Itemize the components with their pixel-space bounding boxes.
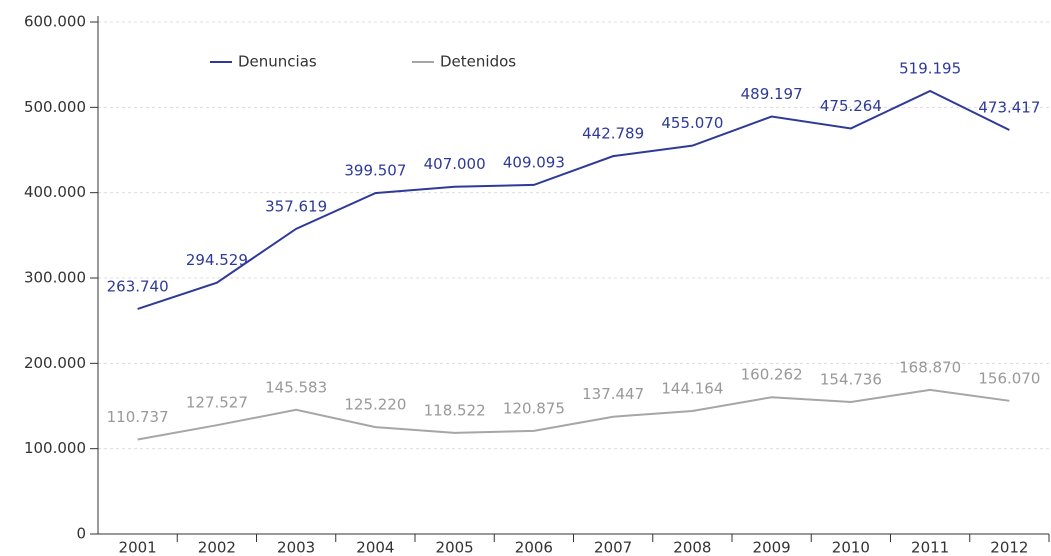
data-label: 160.262 [741,366,803,384]
data-label: 442.789 [582,125,644,143]
data-label: 489.197 [741,85,803,103]
series-line [137,89,1010,310]
y-tick-label: 0 [76,525,86,543]
data-label: 137.447 [582,385,644,403]
data-label: 110.737 [107,408,169,426]
data-label: 357.619 [265,197,327,215]
x-tick-label: 2002 [198,539,236,556]
series-line [137,388,1010,441]
data-label: 168.870 [899,358,961,376]
data-label: 145.583 [265,378,327,396]
data-label: 125.220 [344,396,406,414]
data-label: 407.000 [424,155,486,173]
x-tick-label: 2005 [436,539,474,556]
y-tick-label: 300.000 [24,269,86,287]
x-tick-label: 2008 [673,539,711,556]
data-label: 144.164 [661,379,723,397]
y-tick-label: 200.000 [24,354,86,372]
data-label: 399.507 [344,162,406,180]
data-label: 156.070 [978,369,1040,387]
y-tick-label: 600.000 [24,13,86,31]
y-tick-label: 400.000 [24,183,86,201]
legend-label: Detenidos [440,53,516,71]
x-tick-label: 2006 [515,539,553,556]
data-label: 120.875 [503,399,565,417]
y-tick-label: 100.000 [24,439,86,457]
x-tick-label: 2007 [594,539,632,556]
x-tick-label: 2003 [277,539,315,556]
data-label: 455.070 [661,114,723,132]
y-tick-label: 500.000 [24,98,86,116]
x-tick-label: 2012 [990,539,1028,556]
x-tick-label: 2010 [832,539,870,556]
data-label: 519.195 [899,59,961,77]
data-label: 154.736 [820,370,882,388]
x-tick-label: 2001 [119,539,157,556]
x-tick-label: 2011 [911,539,949,556]
data-label: 473.417 [978,99,1040,117]
data-label: 127.527 [186,394,248,412]
data-label: 475.264 [820,97,882,115]
legend-label: Denuncias [238,53,317,71]
data-label: 409.093 [503,153,565,171]
data-label: 294.529 [186,251,248,269]
x-tick-label: 2009 [753,539,791,556]
data-label: 118.522 [424,401,486,419]
data-label: 263.740 [107,277,169,295]
x-tick-label: 2004 [356,539,394,556]
